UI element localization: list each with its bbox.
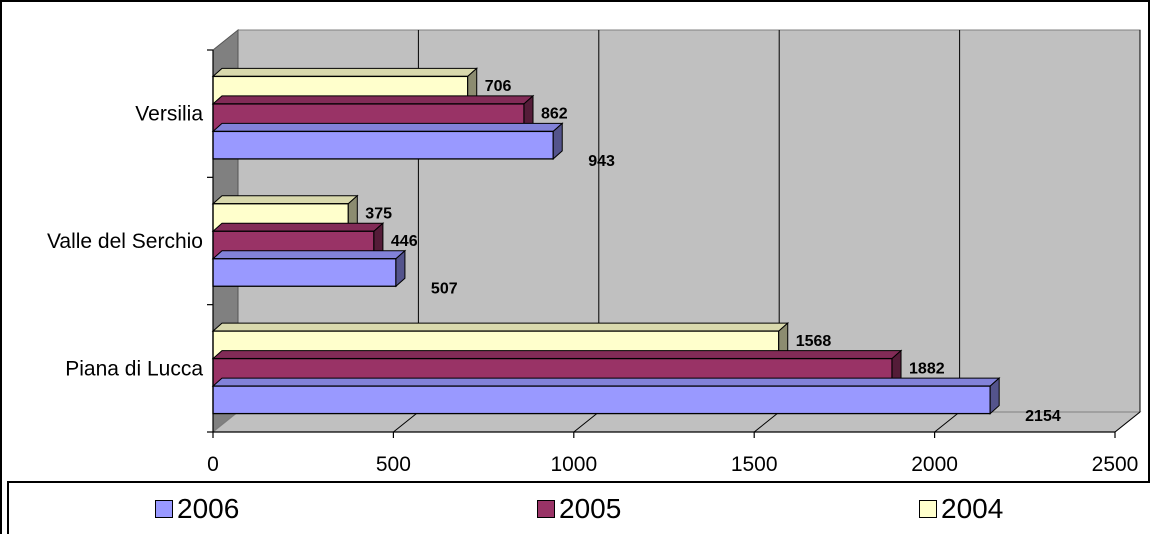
category-label: Piana di Lucca bbox=[65, 357, 203, 380]
plot-area: 1568 1882 2154 375 446 507 706 862 943 0 500 1000 1… bbox=[47, 28, 1142, 476]
data-labels: 1568 1882 2154 375 446 507 706 862 943 bbox=[365, 78, 1061, 425]
legend-swatch-2006 bbox=[155, 500, 173, 518]
legend-item-2005: 2005 bbox=[537, 494, 621, 524]
frame-top-border bbox=[0, 0, 1150, 2]
data-label: 943 bbox=[588, 153, 615, 170]
bar-2006-valle-del-serchio bbox=[211, 249, 407, 288]
data-label: 1882 bbox=[909, 360, 945, 377]
floor-gridline bbox=[753, 411, 780, 433]
x-tick-label: 2500 bbox=[1092, 453, 1139, 476]
legend-item-2004: 2004 bbox=[919, 494, 1003, 524]
data-label: 1568 bbox=[796, 333, 832, 350]
data-label: 706 bbox=[485, 78, 512, 95]
data-label: 2154 bbox=[1025, 408, 1061, 425]
floor bbox=[211, 411, 1142, 433]
category-label: Versilia bbox=[135, 103, 203, 126]
data-label: 507 bbox=[431, 281, 458, 298]
legend-top-border bbox=[7, 481, 1150, 483]
bar-2006-piana-di-lucca bbox=[211, 376, 1001, 415]
legend-label-2005: 2005 bbox=[559, 493, 622, 524]
legend-left-border bbox=[7, 481, 9, 534]
floor-gridline bbox=[393, 411, 419, 433]
floor-gridline bbox=[934, 411, 960, 433]
frame-left-border bbox=[0, 0, 2, 534]
legend-item-2006: 2006 bbox=[155, 494, 239, 524]
bar-2006-versilia bbox=[211, 122, 564, 161]
category-label: Valle del Serchio bbox=[47, 230, 203, 253]
data-label: 446 bbox=[391, 233, 418, 250]
floor-gridline bbox=[573, 411, 600, 433]
floor-gridline bbox=[1114, 411, 1141, 433]
x-tick-label: 0 bbox=[207, 453, 219, 476]
data-label: 375 bbox=[365, 206, 392, 223]
legend-label-2006: 2006 bbox=[177, 493, 240, 524]
axes: 0 500 1000 1500 2000 2500 Piana di Lucca Valle … bbox=[47, 49, 1139, 476]
legend-swatch-2005 bbox=[537, 500, 555, 518]
legend-label-2004: 2004 bbox=[941, 493, 1004, 524]
bars bbox=[211, 67, 1001, 415]
x-tick-label: 1500 bbox=[731, 453, 778, 476]
frame-right-border bbox=[1148, 0, 1150, 482]
data-label: 862 bbox=[541, 106, 568, 123]
x-tick-label: 2000 bbox=[911, 453, 958, 476]
x-tick-label: 500 bbox=[376, 453, 411, 476]
legend-swatch-2004 bbox=[919, 500, 937, 518]
x-tick-label: 1000 bbox=[550, 453, 597, 476]
